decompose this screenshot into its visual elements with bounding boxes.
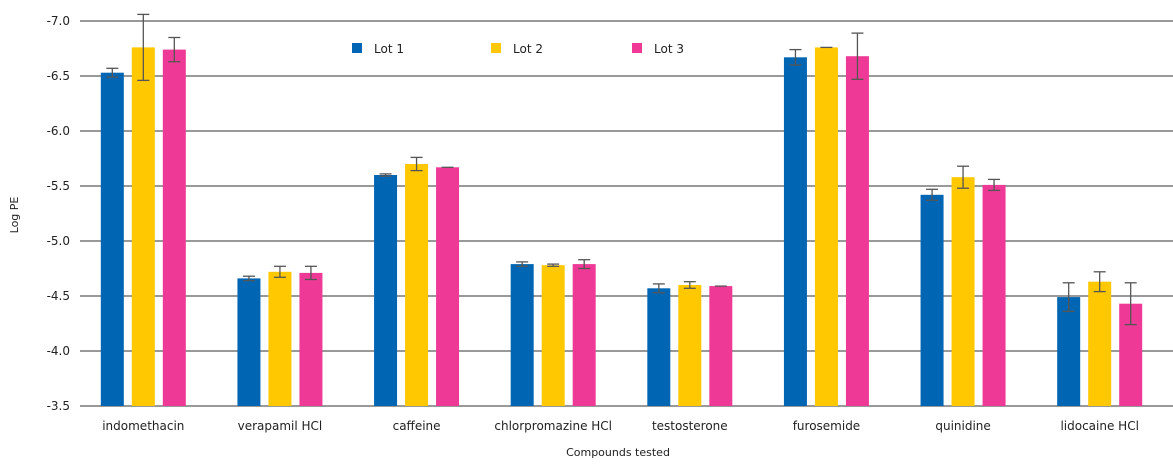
y-axis-ticks: -7.0 -6.5 -6.0 -5.5 -5.0 -4.5 -4.0 -3.5 [47,14,70,413]
y-tick-label: -4.0 [47,344,70,358]
bars [100,47,1143,407]
y-tick-label: -6.0 [47,124,70,138]
bar-lot-3 [982,184,1006,406]
x-tick-label: indomethacin [102,419,184,433]
bar-lot-1 [1057,297,1081,406]
x-tick-label: quinidine [935,419,990,433]
legend-swatch [352,43,362,53]
bar-lot-1 [647,288,671,406]
legend-label: Lot 3 [654,42,684,56]
legend-swatch [632,43,642,53]
bar-lot-2 [678,285,702,406]
bar-lot-3 [1119,303,1143,406]
y-tick-label: -5.5 [47,179,70,193]
bar-lot-1 [510,264,534,406]
bar-lot-1 [920,194,944,406]
legend: Lot 1 Lot 2 Lot 3 [352,42,684,56]
x-tick-label: furosemide [793,419,861,433]
bar-lot-1 [783,57,807,407]
bar-lot-3 [572,264,596,406]
bar-lot-3 [436,167,460,406]
error-bars [106,13,1137,326]
bar-lot-2 [951,177,975,406]
x-axis-ticks: indomethacin verapamil HCl caffeine chlorpr… [102,419,1139,433]
y-tick-label: -6.5 [47,69,70,83]
bar-lot-3 [709,286,733,406]
bar-lot-3 [162,49,186,406]
y-tick-label: -7.0 [47,14,70,28]
bar-lot-2 [405,164,429,406]
x-tick-label: chlorpromazine HCl [494,419,612,433]
legend-swatch [491,43,501,53]
bar-lot-1 [237,278,261,406]
y-tick-label: -4.5 [47,289,70,303]
y-tick-label: -3.5 [47,399,70,413]
x-tick-label: verapamil HCl [238,419,323,433]
legend-label: Lot 1 [374,42,404,56]
bar-lot-1 [374,175,398,406]
gridlines [80,20,1173,407]
bar-lot-2 [268,271,292,406]
y-axis-title: Log PE [8,197,21,234]
bar-lot-2 [1088,281,1112,406]
bar-lot-2 [131,47,155,407]
legend-label: Lot 2 [513,42,543,56]
x-axis-title: Compounds tested [566,446,670,459]
x-tick-label: testosterone [652,419,728,433]
y-tick-label: -5.0 [47,234,70,248]
bar-lot-2 [541,265,565,406]
bar-lot-1 [100,72,124,406]
bar-lot-3 [845,56,869,406]
x-tick-label: lidocaine HCl [1060,419,1138,433]
bar-lot-2 [814,47,838,407]
bar-lot-3 [299,272,323,406]
x-tick-label: caffeine [393,419,441,433]
